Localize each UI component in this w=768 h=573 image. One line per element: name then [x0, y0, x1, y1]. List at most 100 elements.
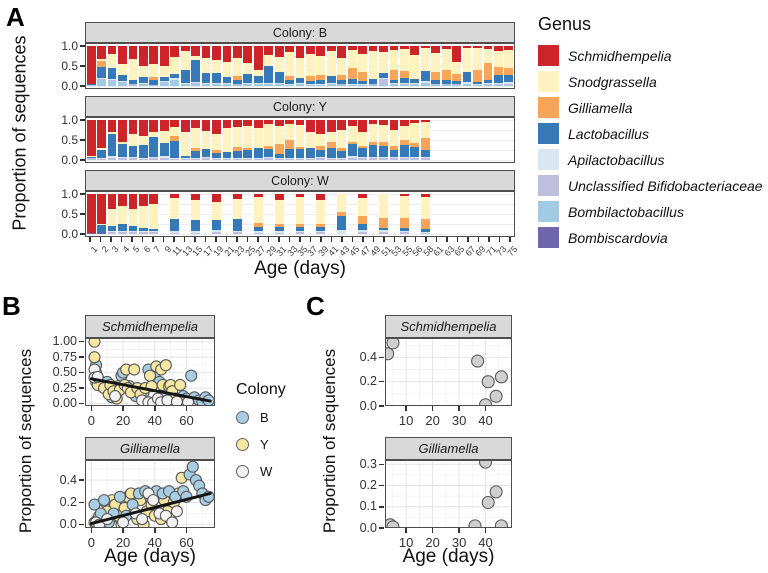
bar-segment	[243, 126, 253, 148]
bar-segment	[149, 231, 159, 233]
bar-segment	[201, 83, 211, 85]
legend-swatch	[538, 123, 559, 144]
bar-segment	[420, 46, 430, 48]
legend-label: Bombiscardovia	[568, 229, 668, 246]
bar-segment	[326, 83, 336, 85]
bar-segment	[306, 158, 315, 160]
bar-segment	[420, 81, 430, 83]
x-tick-label: 40	[147, 413, 162, 428]
stacked-bar	[253, 194, 263, 234]
bar-segment	[191, 82, 200, 84]
y-tick-mark	[79, 356, 84, 358]
bar-segment	[212, 202, 221, 220]
bar-segment	[274, 227, 284, 232]
bar-segment	[180, 82, 190, 84]
stacked-bar	[159, 46, 169, 86]
stacked-bar	[253, 46, 263, 86]
stacked-bar	[431, 46, 441, 86]
legend-swatch	[538, 227, 559, 248]
x-tick-mark	[278, 237, 280, 242]
bar-segment	[201, 120, 211, 132]
bar-segment	[253, 223, 263, 228]
bar-segment	[316, 194, 326, 200]
bar-segment	[128, 46, 138, 59]
stacked-bar	[368, 120, 378, 160]
bar-segment	[212, 120, 221, 134]
bar-segment	[400, 156, 409, 159]
bar-segment	[86, 194, 96, 233]
bar-segment	[316, 83, 326, 85]
panel-c-facet-schmidhempelia: Schmidhempelia 0.4 0.2 0.0 10 20 30 40	[360, 315, 512, 428]
bar-segment	[400, 126, 409, 140]
gridline	[86, 160, 514, 161]
stacked-bar	[212, 120, 221, 160]
bar-segment	[149, 204, 159, 229]
bar-segment	[400, 158, 409, 160]
bar-segment	[107, 80, 117, 86]
x-tick-mark	[185, 528, 188, 533]
bar-segment	[326, 46, 336, 51]
legend-entry: Apilactobacillus	[538, 149, 763, 170]
bar-segment	[368, 158, 378, 160]
bar-segment	[118, 75, 127, 82]
bar-segment	[274, 84, 284, 86]
bar-segment	[180, 156, 190, 158]
bar-segment	[389, 50, 399, 70]
colony-swatch	[236, 464, 249, 478]
bar-segment	[128, 230, 138, 232]
bar-segment	[274, 46, 284, 58]
y-tick-mark	[379, 527, 384, 529]
bar-segment	[159, 66, 169, 78]
bar-segment	[400, 83, 409, 84]
y-tick-label: 0.25	[52, 380, 77, 395]
facet-strip-label: Colony: Y	[273, 99, 327, 114]
bar-segment	[389, 46, 399, 50]
stacked-bar	[285, 46, 294, 86]
bar-segment	[118, 206, 127, 224]
panel-c-x-axis-title: Age (days)	[402, 546, 495, 567]
legend-label: Bombilactobacillus	[568, 203, 684, 220]
bar-segment	[379, 228, 388, 230]
bar-segment	[368, 124, 378, 142]
bar-segment	[452, 81, 461, 84]
bar-segment	[420, 197, 430, 220]
bar-segment	[389, 157, 399, 159]
genus-legend-title: Genus	[538, 14, 592, 34]
y-tick-mark	[379, 380, 384, 383]
bar-segment	[400, 71, 409, 79]
stacked-bar	[180, 46, 190, 86]
bar-segment	[316, 120, 326, 134]
bar-segment	[212, 158, 221, 160]
bar-segment	[441, 46, 451, 50]
bar-segment	[274, 232, 284, 234]
x-tick-mark	[90, 406, 93, 411]
bar-segment	[274, 231, 284, 233]
bar-segment	[326, 84, 336, 86]
data-point	[113, 490, 126, 503]
x-tick-mark	[431, 406, 434, 411]
legend-label: Snodgrassella	[568, 73, 657, 90]
bar-segment	[400, 78, 409, 84]
stacked-bar	[159, 120, 169, 160]
x-tick-mark	[435, 237, 438, 242]
bar-segment	[493, 82, 503, 84]
bar-segment	[128, 84, 138, 86]
bar-segment	[253, 82, 263, 84]
bar-segment	[170, 158, 180, 160]
colony-legend-title: Colony	[236, 381, 286, 398]
stacked-bar	[316, 194, 326, 234]
bar-segment	[264, 120, 274, 124]
bar-segment	[358, 148, 367, 157]
data-point	[116, 516, 130, 529]
bar-segment	[243, 157, 253, 159]
bar-segment	[139, 46, 148, 66]
bar-segment	[118, 194, 127, 206]
bar-segment	[337, 83, 347, 85]
bar-segment	[180, 83, 190, 85]
x-tick-mark	[458, 528, 460, 533]
bar-segment	[97, 157, 107, 160]
bar-segment	[306, 54, 315, 76]
bar-segment	[316, 157, 326, 159]
panel-b-letter: B	[2, 291, 21, 321]
facet-strip-colony-w: Colony: W	[85, 170, 515, 191]
